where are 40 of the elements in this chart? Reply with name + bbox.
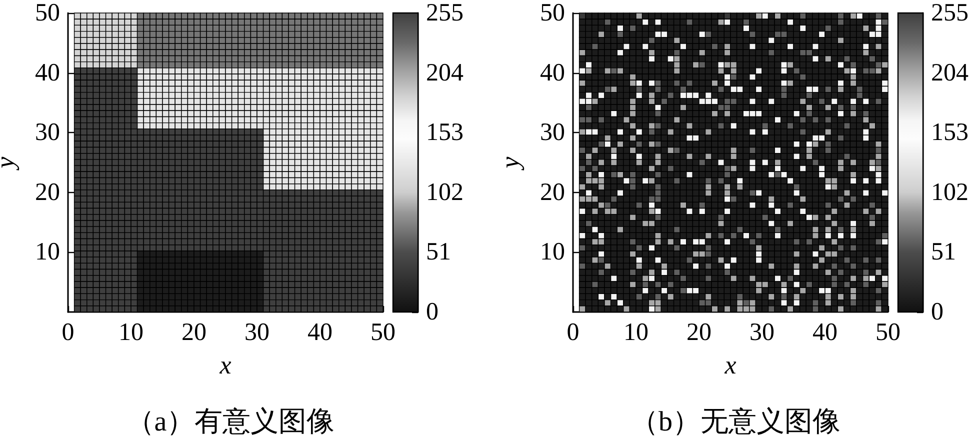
y-tick-label: 40 <box>540 59 565 86</box>
color-bar-label: 153 <box>931 119 968 146</box>
x-tick-label: 50 <box>370 319 396 346</box>
y-tick-label: 30 <box>540 119 565 146</box>
x-tick-label: 20 <box>182 319 206 346</box>
x-axis-title: x <box>724 350 737 380</box>
x-tick-label: 10 <box>118 319 144 346</box>
y-tick-label: 30 <box>35 119 60 146</box>
y-tick-label: 10 <box>35 238 60 266</box>
text: （a）有意义图像 <box>126 406 335 438</box>
x-tick-label: 0 <box>566 319 580 346</box>
color-bar-label: 255 <box>931 0 968 26</box>
y-tick-label: 10 <box>540 238 565 266</box>
text: （b）无意义图像 <box>630 406 840 438</box>
color-bar-label: 51 <box>931 238 956 266</box>
x-tick-label: 0 <box>62 319 74 346</box>
x-tick-label: 30 <box>750 319 774 346</box>
color-bar-label: 0 <box>931 298 944 326</box>
y-tick-label: 20 <box>540 178 565 206</box>
y-tick-label: 50 <box>540 0 565 26</box>
color-bar-label: 204 <box>931 59 969 86</box>
x-tick-label: 40 <box>308 319 332 346</box>
color-bar-label: 255 <box>426 0 464 26</box>
y-axis-title: y <box>496 156 524 172</box>
y-tick-label: 40 <box>35 59 60 86</box>
x-tick-label: 30 <box>244 319 270 346</box>
x-tick-label: 20 <box>686 319 712 346</box>
x-axis-title: x <box>218 350 232 380</box>
y-tick-label: 50 <box>35 0 60 26</box>
x-tick-label: 10 <box>624 319 648 346</box>
y-tick-label: 20 <box>35 178 60 206</box>
color-bar-label: 51 <box>426 238 451 266</box>
x-tick-label: 50 <box>876 319 900 346</box>
color-bar-label: 0 <box>426 298 438 326</box>
x-tick-label: 40 <box>812 319 838 346</box>
y-axis-title: y <box>0 156 20 172</box>
color-bar-label: 102 <box>931 178 968 206</box>
color-bar-label: 204 <box>426 59 464 86</box>
color-bar-label: 102 <box>426 178 464 206</box>
color-bar-label: 153 <box>426 119 464 146</box>
